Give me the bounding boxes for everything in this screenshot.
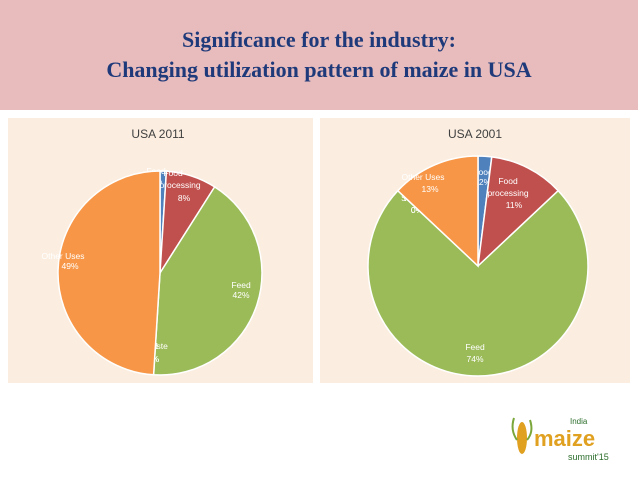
logo-word: maize — [534, 426, 595, 451]
data-label-feed-2011: Feed 42% — [231, 280, 251, 300]
chart-title-2011: USA 2011 — [131, 127, 184, 141]
pie-slice-feed-2001 — [367, 189, 589, 377]
data-label-food-2001: Food 2% — [473, 167, 493, 187]
chart-title-2001: USA 2001 — [448, 127, 502, 141]
data-label-other-uses-2011: Other Uses 49% — [42, 251, 85, 271]
data-label-food-processing-2011: Food processing 8% — [159, 168, 200, 203]
pie-chart-2011: USA 2011Food1%Foodprocessing8%Feed42%See… — [42, 127, 263, 376]
data-label-other-uses-2001: Other Uses 13% — [402, 172, 445, 194]
pie-slice-other-uses-2001 — [396, 155, 479, 268]
pie-slice-feed-2011 — [152, 185, 263, 376]
chart-panel-2001: USA 2001Food2%Foodprocessing11%Feed74%Se… — [320, 118, 630, 383]
chart-panel-2011: USA 2011Food1%Foodprocessing8%Feed42%See… — [8, 118, 313, 383]
pie-slice-other-uses-2011 — [57, 170, 161, 376]
pie-slice-food-processing-2001 — [476, 156, 560, 268]
logo-country: India — [570, 417, 588, 426]
pie-chart-2001: USA 2001Food2%Foodprocessing11%Feed74%Se… — [367, 127, 589, 377]
logo-event: summit'15 — [568, 452, 609, 462]
data-label-feed-2001: Feed 74% — [465, 342, 485, 364]
data-label-food-processing-2001: Food processing 11% — [487, 176, 528, 210]
maize-summit-logo: India maize summit'15 — [508, 410, 628, 470]
title-band: Significance for the industry: Changing … — [0, 0, 638, 110]
maize-cob-icon — [511, 417, 533, 454]
slide-title-line-1: Significance for the industry: — [182, 27, 456, 52]
slide-title-line-2: Changing utilization pattern of maize in… — [106, 57, 532, 82]
maize-summit-logo-graphic: India maize summit'15 — [511, 417, 609, 462]
